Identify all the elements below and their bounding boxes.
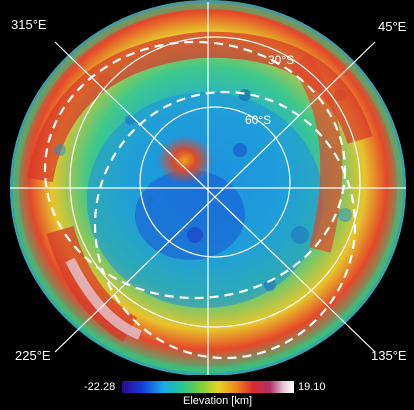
colorbar-max-label: 19.10 bbox=[298, 381, 326, 393]
colorbar: -22.28 19.10 Elevation [km] bbox=[0, 375, 414, 410]
graticule bbox=[10, 2, 406, 375]
basin-outlines bbox=[43, 40, 357, 360]
latitude-label-60s: 60°S bbox=[245, 113, 272, 127]
longitude-label-45e: 45°E bbox=[378, 19, 407, 34]
colorbar-gradient bbox=[122, 381, 294, 393]
longitude-label-225e: 225°E bbox=[15, 348, 51, 363]
latitude-label-30s: 30°S bbox=[268, 53, 295, 67]
longitude-label-135e: 135°E bbox=[371, 348, 407, 363]
colorbar-title: Elevation [km] bbox=[183, 395, 253, 407]
colorbar-min-label: -22.28 bbox=[84, 381, 116, 393]
longitude-label-315e: 315°E bbox=[11, 17, 47, 32]
terrain-features bbox=[10, 0, 406, 376]
